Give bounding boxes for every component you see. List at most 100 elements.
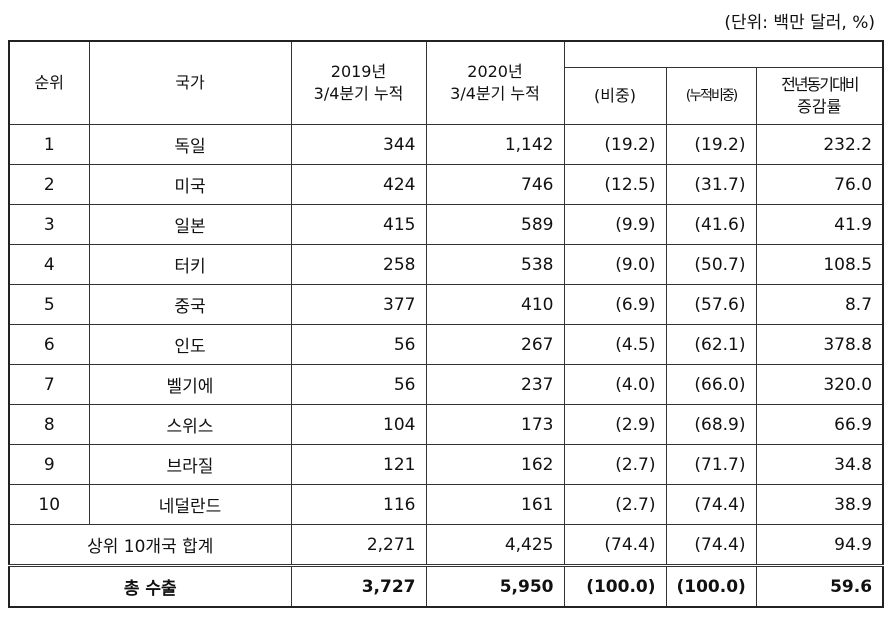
table-cell: 6 [8,324,90,365]
table-cell: (19.2) [665,124,757,165]
table-row: 5 중국 377 410 (6.9) (57.6) 8.7 [8,284,884,325]
header-cell [563,40,884,68]
header-cell: 2020년 3/4분기 누적 [425,40,565,125]
table-row: 8 스위스 104 173 (2.9) (68.9) 66.9 [8,404,884,445]
table-cell: 121 [290,444,427,485]
header-line: 3/4분기 누적 [313,84,404,103]
table-row: 1 독일 344 1,142 (19.2) (19.2) 232.2 [8,124,884,165]
header-line: 전년동기대비 [781,75,859,94]
subtotal-row: 상위 10개국 합계 2,271 4,425 (74.4) (74.4) 94.9 [8,524,884,566]
header-line: 3/4분기 누적 [450,84,540,103]
table-cell: 161 [425,484,565,525]
table-cell: 독일 [88,124,292,165]
table-cell: 3 [8,204,90,245]
table-cell: 총 수출 [8,564,292,608]
table-cell: 344 [290,124,427,165]
table-cell: 267 [425,324,565,365]
table-cell: 벨기에 [88,364,292,405]
table-cell: 8.7 [755,284,884,325]
table-cell: (41.6) [665,204,757,245]
table-cell: 스위스 [88,404,292,445]
table-cell: 746 [425,164,565,205]
table-cell: 상위 10개국 합계 [8,524,292,566]
table-cell: 59.6 [755,564,884,608]
table-cell: 116 [290,484,427,525]
table-cell: (4.5) [563,324,667,365]
header-line: 2020년 [467,62,523,81]
table-cell: 378.8 [755,324,884,365]
table-cell: 5,950 [425,564,565,608]
table-cell: (50.7) [665,244,757,285]
table-cell: 2,271 [290,524,427,566]
table-cell: 108.5 [755,244,884,285]
header-cell: (비중) [563,67,667,125]
table-cell: 터키 [88,244,292,285]
table-cell: (68.9) [665,404,757,445]
table-cell: 7 [8,364,90,405]
table-cell: 네덜란드 [88,484,292,525]
table-cell: 중국 [88,284,292,325]
table-cell: 34.8 [755,444,884,485]
table-cell: 424 [290,164,427,205]
table-cell: 10 [8,484,90,525]
table-row: 9 브라질 121 162 (2.7) (71.7) 34.8 [8,444,884,485]
table-cell: 232.2 [755,124,884,165]
table-row: 6 인도 56 267 (4.5) (62.1) 378.8 [8,324,884,365]
table-cell: 브라질 [88,444,292,485]
header-line: 2019년 [330,62,387,81]
table-cell: 56 [290,364,427,405]
table-cell: (57.6) [665,284,757,325]
export-table: 순위 국가 2019년 3/4분기 누적 2020년 3/4분기 누적 (비중) (… [8,40,885,608]
table-cell: 1 [8,124,90,165]
table-cell: 56 [290,324,427,365]
table-cell: 3,727 [290,564,427,608]
table-cell: 5 [8,284,90,325]
table-cell: 미국 [88,164,292,205]
table-cell: (74.4) [563,524,667,566]
table-cell: 94.9 [755,524,884,566]
table-cell: (100.0) [665,564,757,608]
table-row: 4 터키 258 538 (9.0) (50.7) 108.5 [8,244,884,285]
table-cell: (62.1) [665,324,757,365]
table-row: 3 일본 415 589 (9.9) (41.6) 41.9 [8,204,884,245]
table-cell: 410 [425,284,565,325]
table-cell: (19.2) [563,124,667,165]
table-cell: 237 [425,364,565,405]
table-cell: (2.9) [563,404,667,445]
table-row: 10 네덜란드 116 161 (2.7) (74.4) 38.9 [8,484,884,525]
table-cell: 9 [8,444,90,485]
table-cell: 4 [8,244,90,285]
header-line: 증감률 [797,97,842,116]
table-cell: (71.7) [665,444,757,485]
table-cell: (9.9) [563,204,667,245]
header-cell: 순위 [8,40,90,125]
table-body: 1 독일 344 1,142 (19.2) (19.2) 232.2 2 미국 424 746 (12… [8,124,884,608]
table-cell: (74.4) [665,524,757,566]
table-cell: (100.0) [563,564,667,608]
table-row: 2 미국 424 746 (12.5) (31.7) 76.0 [8,164,884,205]
table-cell: 415 [290,204,427,245]
header-cell: 2019년 3/4분기 누적 [290,40,427,125]
unit-note: (단위: 백만 달러, %) [724,13,875,33]
table-cell: (74.4) [665,484,757,525]
table-cell: (66.0) [665,364,757,405]
table-cell: (12.5) [563,164,667,205]
table-cell: (6.9) [563,284,667,325]
table-cell: 38.9 [755,484,884,525]
table-cell: 320.0 [755,364,884,405]
table-cell: (2.7) [563,484,667,525]
table-cell: (4.0) [563,364,667,405]
table-cell: 76.0 [755,164,884,205]
table-cell: 538 [425,244,565,285]
table-cell: 2 [8,164,90,205]
table-cell: 104 [290,404,427,445]
table-cell: 377 [290,284,427,325]
header-cell: 국가 [88,40,292,125]
table-cell: 4,425 [425,524,565,566]
table-cell: 589 [425,204,565,245]
total-row: 총 수출 3,727 5,950 (100.0) (100.0) 59.6 [8,564,884,608]
table-cell: 66.9 [755,404,884,445]
table-cell: 일본 [88,204,292,245]
